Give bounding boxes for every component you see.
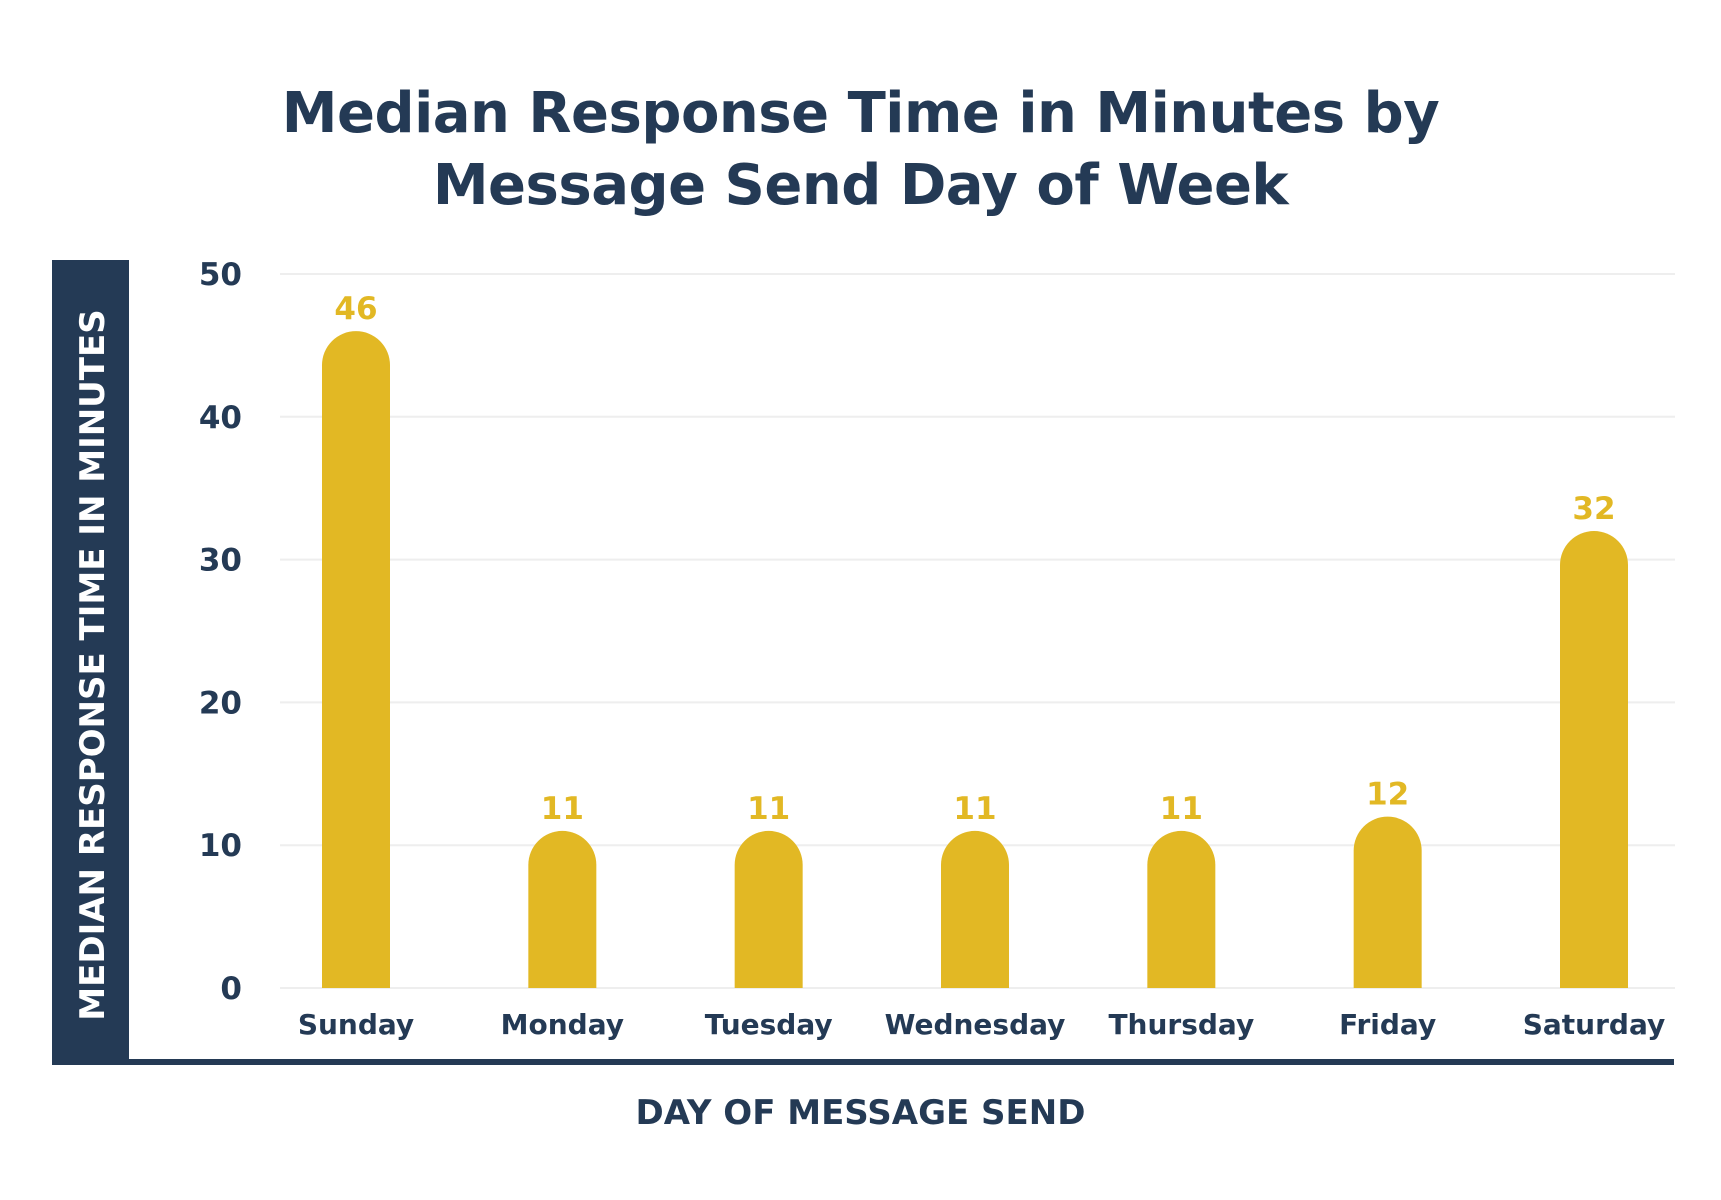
y-tick-label: 30 bbox=[199, 543, 242, 579]
x-category-label: Wednesday bbox=[885, 1008, 1066, 1041]
x-category-label: Tuesday bbox=[705, 1008, 833, 1041]
bar-monday bbox=[528, 830, 597, 988]
category-labels: Sunday Monday Tuesday Wednesday Thursday Frid… bbox=[298, 1008, 1665, 1041]
x-category-label: Saturday bbox=[1523, 1008, 1666, 1041]
chart-title: Median Response Time in Minutes by Messa… bbox=[0, 78, 1721, 222]
bar-wednesday bbox=[941, 830, 1009, 988]
chart-title-line-2: Message Send Day of Week bbox=[432, 153, 1289, 218]
x-category-label: Sunday bbox=[298, 1008, 414, 1041]
y-tick-label: 0 bbox=[220, 971, 242, 1007]
y-tick-label: 20 bbox=[199, 685, 242, 721]
y-tick-label: 40 bbox=[199, 400, 242, 436]
gridlines bbox=[280, 273, 1675, 989]
x-axis-baseline bbox=[52, 1059, 1674, 1065]
data-labels: 46 11 11 11 11 12 32 bbox=[334, 291, 1615, 827]
y-axis-label: MEDIAN RESPONSE TIME IN MINUTES bbox=[73, 309, 113, 1020]
y-axis-panel bbox=[52, 260, 129, 1065]
bar-thursday bbox=[1147, 830, 1216, 988]
data-label: 11 bbox=[953, 791, 996, 827]
bar-sunday bbox=[322, 331, 390, 989]
y-tick-label: 50 bbox=[199, 257, 242, 293]
data-label: 32 bbox=[1572, 491, 1615, 527]
data-label: 11 bbox=[541, 791, 584, 827]
x-axis-label: DAY OF MESSAGE SEND bbox=[635, 1093, 1086, 1133]
bar-friday bbox=[1353, 816, 1422, 988]
data-label: 46 bbox=[334, 291, 377, 327]
y-tick-label: 10 bbox=[199, 828, 242, 864]
bars bbox=[322, 331, 1628, 989]
bar-saturday bbox=[1560, 531, 1628, 988]
data-label: 11 bbox=[1160, 791, 1203, 827]
data-label: 11 bbox=[747, 791, 790, 827]
x-category-label: Friday bbox=[1339, 1008, 1436, 1041]
y-tick-labels: 0 10 20 30 40 50 bbox=[199, 257, 242, 1007]
data-label: 12 bbox=[1366, 777, 1409, 813]
bar-tuesday bbox=[734, 830, 803, 988]
x-category-label: Monday bbox=[501, 1008, 624, 1041]
chart-title-line-1: Median Response Time in Minutes by bbox=[281, 81, 1440, 146]
x-category-label: Thursday bbox=[1108, 1008, 1254, 1041]
